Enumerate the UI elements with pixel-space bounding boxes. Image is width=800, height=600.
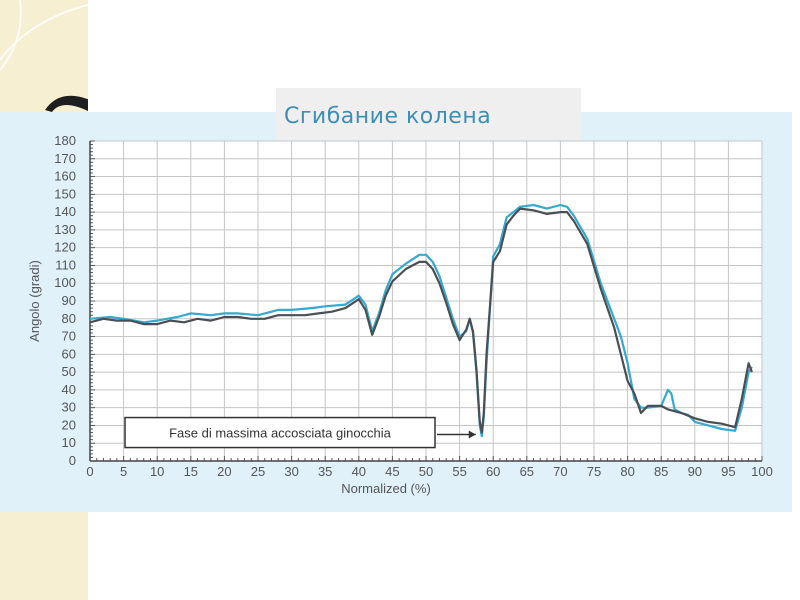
x-tick-label: 75 <box>587 464 601 479</box>
annotation-text: Fase di massima accosciata ginocchia <box>169 426 392 441</box>
x-tick-label: 35 <box>318 464 332 479</box>
decorative-swirl <box>0 0 88 112</box>
y-tick-label: 150 <box>54 186 76 201</box>
y-tick-label: 120 <box>54 240 76 255</box>
x-tick-label: 100 <box>751 464 773 479</box>
y-axis-label: Angolo (gradi) <box>27 260 42 342</box>
slide-title: Сгибание колена <box>284 104 492 129</box>
y-tick-label: 30 <box>62 400 76 415</box>
x-tick-label: 55 <box>452 464 466 479</box>
y-tick-label: 130 <box>54 222 76 237</box>
x-tick-label: 65 <box>520 464 534 479</box>
y-tick-label: 0 <box>69 453 76 468</box>
y-tick-label: 40 <box>62 382 76 397</box>
x-tick-label: 90 <box>688 464 702 479</box>
chart-panel: 0 5 10 15 20 25 30 35 40 45 50 55 60 65 70 75 80 85 90 95 10… <box>0 112 792 512</box>
y-tick-label: 160 <box>54 169 76 184</box>
y-tick-label: 20 <box>62 417 76 432</box>
y-tick-label: 180 <box>54 133 76 148</box>
x-tick-label: 70 <box>553 464 567 479</box>
y-tick-label: 110 <box>55 257 76 272</box>
y-tick-label: 10 <box>62 435 76 450</box>
y-tick-label: 140 <box>54 204 76 219</box>
x-tick-label: 25 <box>251 464 265 479</box>
x-tick-label: 40 <box>352 464 366 479</box>
x-tick-label: 20 <box>217 464 231 479</box>
annotation-arrowhead <box>468 430 476 439</box>
x-tick-label: 45 <box>385 464 399 479</box>
y-tick-label: 90 <box>62 293 76 308</box>
x-tick-label: 60 <box>486 464 500 479</box>
y-tick-label: 50 <box>62 364 76 379</box>
y-tick-label: 170 <box>54 151 76 166</box>
x-tick-label: 80 <box>620 464 634 479</box>
knee-flexion-chart: 0 5 10 15 20 25 30 35 40 45 50 55 60 65 70 75 80 85 90 95 10… <box>27 133 773 496</box>
x-tick-label: 50 <box>419 464 433 479</box>
x-tick-label: 15 <box>184 464 198 479</box>
annotation-box <box>124 416 436 449</box>
x-tick-label: 85 <box>654 464 668 479</box>
x-axis-label: Normalized (%) <box>341 481 431 496</box>
y-tick-label: 60 <box>62 346 76 361</box>
x-tick-label: 95 <box>721 464 735 479</box>
y-tick-label: 80 <box>62 311 76 326</box>
y-tick-label: 70 <box>62 329 76 344</box>
x-tick-label: 5 <box>120 464 127 479</box>
x-tick-label: 30 <box>284 464 298 479</box>
x-tick-label: 0 <box>86 464 93 479</box>
x-tick-label: 10 <box>150 464 164 479</box>
title-box <box>276 88 581 140</box>
series-line-2 <box>89 207 753 434</box>
y-tick-label: 100 <box>54 275 76 290</box>
